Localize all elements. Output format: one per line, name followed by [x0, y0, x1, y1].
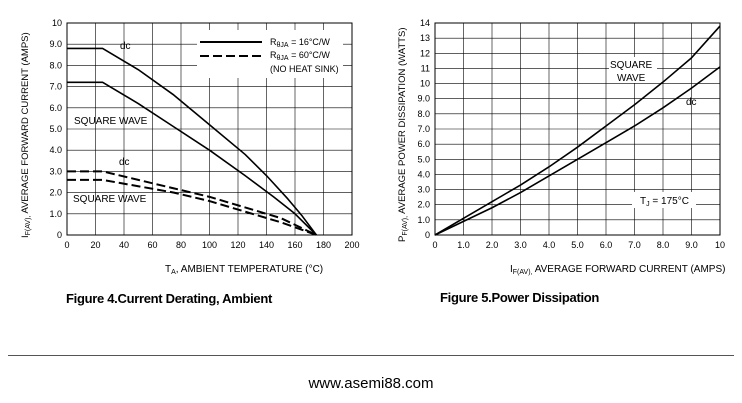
x-tick-label: 8.0 — [657, 240, 670, 250]
y-axis-label-group: IF(AV), AVERAGE FORWARD CURRENT (AMPS) — [20, 32, 32, 238]
series-label-dc: dc — [686, 97, 697, 108]
annotation-backdrop — [632, 192, 696, 208]
x-tick-label: 160 — [287, 240, 302, 250]
x-tick-label: 0 — [64, 240, 69, 250]
y-tick-label: 2.0 — [49, 188, 62, 198]
y-axis-label-group: PF(AV), AVERAGE POWER DISSIPATION (WATTS… — [397, 28, 409, 242]
series-label-backdrop — [609, 57, 657, 83]
series-line-square-wave — [67, 81, 317, 236]
figure-5-caption: Figure 5.Power Dissipation — [440, 290, 600, 305]
footer-url: www.asemi88.com — [308, 375, 434, 392]
series-line-dc — [67, 170, 317, 236]
x-tick-label: 10 — [715, 240, 725, 250]
y-tick-label: 13 — [420, 33, 430, 43]
figure-4-caption: Figure 4.Current Derating, Ambient — [66, 291, 273, 306]
y-tick-label: 2.0 — [417, 200, 430, 210]
annotation-tj: TJ = 175°C — [640, 196, 689, 208]
legend-note-no-heat-sink: (NO HEAT SINK) — [270, 64, 339, 74]
y-tick-label: 5.0 — [49, 124, 62, 134]
x-tick-label: 100 — [202, 240, 217, 250]
x-axis-label: TA, AMBIENT TEMPERATURE (°C) — [165, 264, 323, 276]
x-tick-label: 40 — [119, 240, 129, 250]
y-tick-label: 11 — [421, 63, 430, 73]
series-line-square-wave — [434, 25, 721, 236]
x-tick-label: 80 — [176, 240, 186, 250]
x-tick-label: 5.0 — [571, 240, 584, 250]
legend-label-60cw: RθJA = 60°C/W — [270, 50, 330, 62]
x-tick-label: 0 — [432, 240, 437, 250]
x-tick-label: 4.0 — [543, 240, 556, 250]
x-tick-label: 180 — [316, 240, 331, 250]
y-tick-label: 10 — [420, 79, 430, 89]
x-axis-label: IF(AV), AVERAGE FORWARD CURRENT (AMPS) — [510, 264, 725, 276]
y-tick-label: 5.0 — [417, 154, 430, 164]
series-label-dc: dc — [120, 41, 131, 52]
series-line-dc — [67, 47, 318, 236]
y-tick-label: 0 — [57, 230, 62, 240]
y-tick-label: 9.0 — [417, 94, 430, 104]
legend-box — [197, 30, 343, 78]
plot-frame — [434, 22, 721, 236]
y-tick-label: 3.0 — [49, 166, 62, 176]
y-tick-label: 1.0 — [417, 215, 430, 225]
series-label-dc: dc — [119, 157, 130, 168]
y-tick-label: 14 — [420, 18, 430, 28]
y-tick-label: 4.0 — [49, 145, 62, 155]
y-tick-label: 6.0 — [417, 139, 430, 149]
y-tick-label: 9.0 — [49, 39, 62, 49]
y-tick-label: 8.0 — [49, 60, 62, 70]
x-tick-label: 60 — [147, 240, 157, 250]
y-tick-label: 8.0 — [417, 109, 430, 119]
series-line-square-wave — [67, 178, 317, 236]
x-tick-label: 20 — [90, 240, 100, 250]
x-tick-label: 120 — [230, 240, 245, 250]
series-label-square-wave: SQUARE — [610, 60, 653, 71]
y-tick-label: 6.0 — [49, 103, 62, 113]
y-axis-label: IF(AV), AVERAGE FORWARD CURRENT (AMPS) — [20, 32, 32, 238]
plot-frame — [66, 22, 353, 236]
series-line-dc — [434, 66, 721, 236]
y-tick-label: 1.0 — [49, 209, 62, 219]
y-tick-label: 4.0 — [417, 169, 430, 179]
y-tick-label: 3.0 — [417, 185, 430, 195]
y-tick-label: 0 — [425, 230, 430, 240]
series-label-square-wave: WAVE — [617, 73, 646, 84]
x-tick-label: 1.0 — [457, 240, 470, 250]
x-tick-label: 3.0 — [514, 240, 527, 250]
x-tick-label: 140 — [259, 240, 274, 250]
series-label-square-wave: SQUARE WAVE — [73, 194, 147, 205]
x-tick-label: 6.0 — [600, 240, 613, 250]
footer-rule — [8, 355, 734, 356]
y-tick-label: 7.0 — [49, 82, 62, 92]
y-tick-label: 7.0 — [417, 124, 430, 134]
series-label-square-wave: SQUARE WAVE — [74, 116, 148, 127]
y-tick-label: 12 — [420, 48, 430, 58]
x-tick-label: 7.0 — [628, 240, 641, 250]
legend-label-16cw: RθJA = 16°C/W — [270, 37, 330, 49]
x-tick-label: 2.0 — [486, 240, 499, 250]
x-tick-label: 200 — [344, 240, 359, 250]
y-axis-label: PF(AV), AVERAGE POWER DISSIPATION (WATTS… — [397, 28, 409, 242]
y-tick-label: 10 — [52, 18, 62, 28]
x-tick-label: 9.0 — [685, 240, 698, 250]
